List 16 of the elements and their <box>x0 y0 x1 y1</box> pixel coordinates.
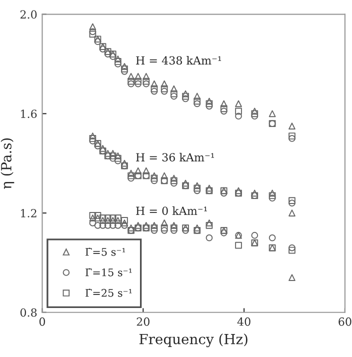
y-tick-label: 1.2 <box>21 208 36 218</box>
legend-label: Γ̇=5 s⁻¹ <box>86 248 126 256</box>
y-tick-label: 0.8 <box>20 308 37 317</box>
x-axis-title: Frequency (Hz) <box>139 334 248 348</box>
legend-label: Γ̇=15 s⁻¹ <box>86 268 132 276</box>
annotation: H = 438 kAm⁻¹ <box>136 56 222 65</box>
x-tick-label: 0 <box>39 317 46 326</box>
annotation: H = 0 kAm⁻¹ <box>136 206 207 215</box>
x-tick-label: 20 <box>136 317 150 326</box>
y-tick-label: 2.0 <box>20 10 37 19</box>
y-axis-title: η (Pa.s) <box>0 138 14 189</box>
x-tick-label: 40 <box>237 317 250 326</box>
legend-label: Γ̇=25 s⁻¹ <box>86 288 132 297</box>
x-tick-label: 60 <box>338 317 352 326</box>
y-tick-label: 1.6 <box>21 110 37 118</box>
annotation: H = 36 kAm⁻¹ <box>136 152 214 162</box>
